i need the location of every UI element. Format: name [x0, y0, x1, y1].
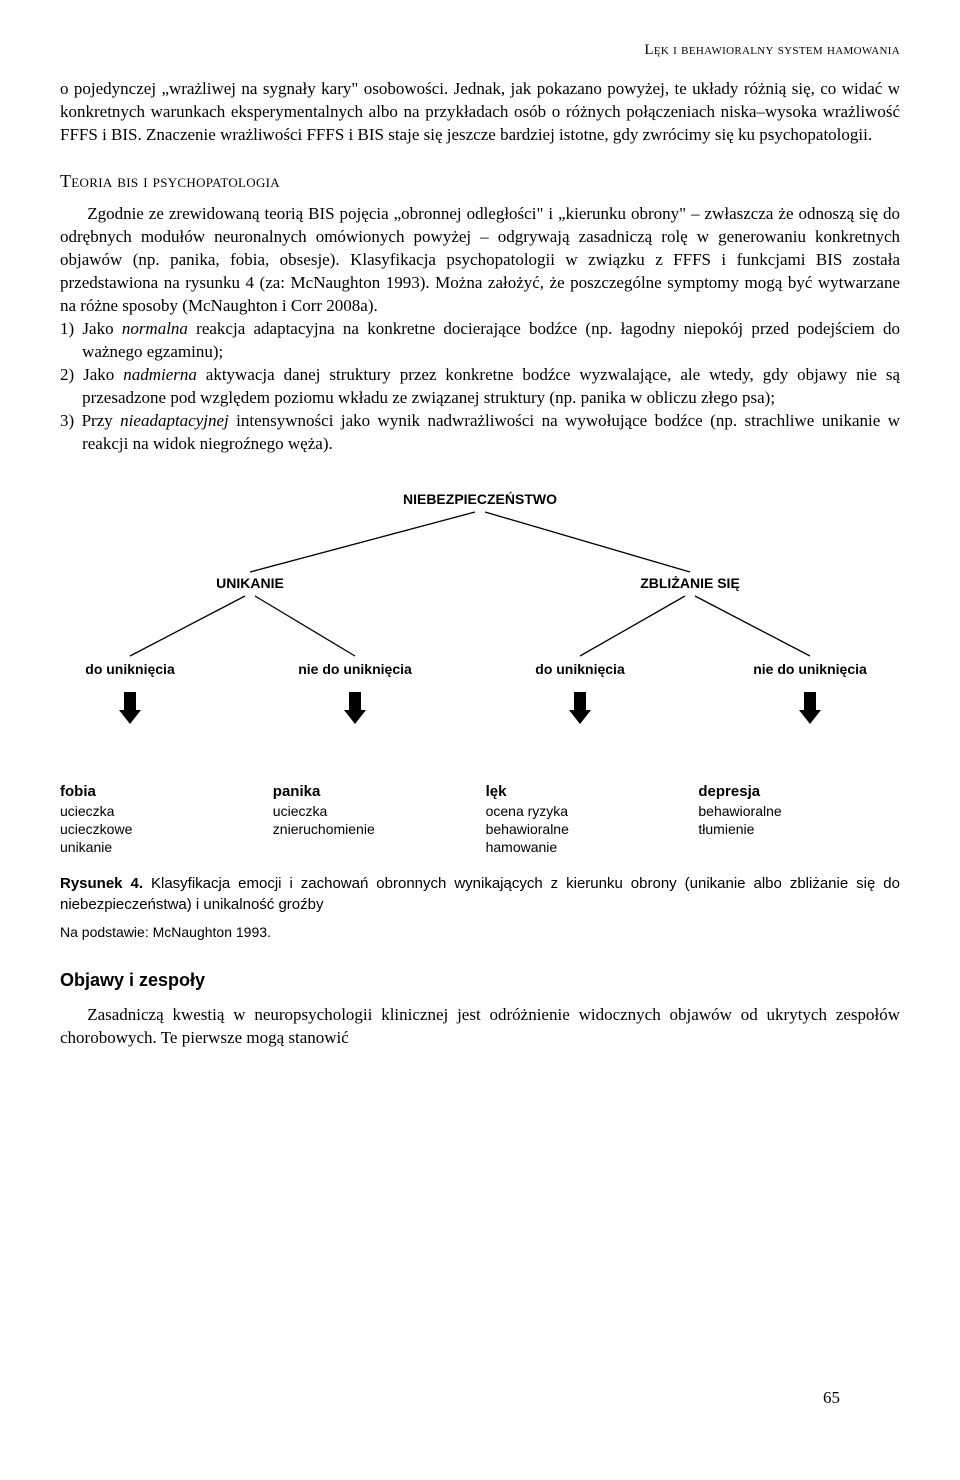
node-mid-right: ZBLIŻANIE SIĘ — [640, 575, 740, 591]
figure-caption: Rysunek 4. Klasyfikacja emocji i zachowa… — [60, 874, 900, 915]
leaf-2: panika ucieczka znieruchomienie — [273, 782, 475, 857]
list-item-2: 2) Jako nadmierna aktywacja danej strukt… — [82, 364, 900, 410]
node-mid-left: UNIKANIE — [216, 575, 284, 591]
list-item-1: 1) Jako normalna reakcja adaptacyjna na … — [82, 318, 900, 364]
leaf-label-1: do uniknięcia — [85, 661, 175, 677]
para-2: Zgodnie ze zrewidowaną teorią BIS pojęci… — [60, 203, 900, 318]
para-1: o pojedynczej „wrażliwej na sygnały kary… — [60, 78, 900, 147]
leaf-1: fobia ucieczka ucieczkowe unikanie — [60, 782, 262, 857]
running-head: Lęk i behawioralny system hamowania — [60, 40, 900, 60]
figure-source: Na podstawie: McNaughton 1993. — [60, 923, 900, 942]
heading-objawy: Objawy i zespoły — [60, 968, 900, 992]
leaf-4: depresja behawioralne tłumienie — [698, 782, 900, 857]
leaf-3: lęk ocena ryzyka behawioralne hamowanie — [486, 782, 688, 857]
section-title: Teoria bis i psychopatologia — [60, 169, 900, 193]
tree-diagram: NIEBEZPIECZEŃSTWO UNIKANIE ZBLIŻANIE SIĘ… — [60, 484, 900, 857]
list-item-3: 3) Przy nieadaptacyjnej intensywności ja… — [82, 410, 900, 456]
leaf-label-2: nie do uniknięcia — [298, 661, 412, 677]
para-3: Zasadniczą kwestią w neuropsychologii kl… — [60, 1004, 900, 1050]
arrow-icon — [119, 692, 821, 724]
node-root: NIEBEZPIECZEŃSTWO — [403, 491, 557, 507]
page-number: 65 — [823, 1387, 840, 1410]
leaf-label-4: nie do uniknięcia — [753, 661, 867, 677]
leaf-label-3: do uniknięcia — [535, 661, 625, 677]
